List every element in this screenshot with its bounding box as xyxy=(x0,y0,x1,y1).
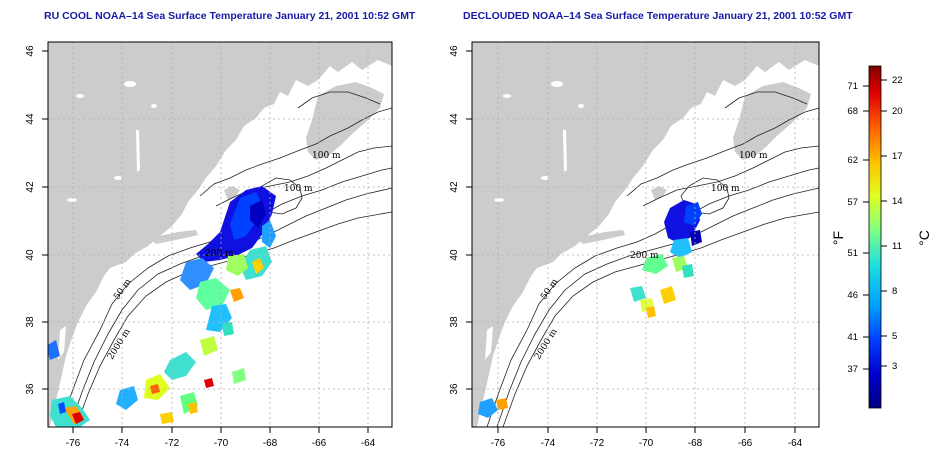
x-tick-label: -72 xyxy=(590,438,605,449)
y-tick-label: 42 xyxy=(25,181,36,193)
colorbar-c-tick: 20 xyxy=(892,106,903,117)
x-tick-label: -64 xyxy=(788,438,803,449)
graticule xyxy=(472,42,819,427)
y-tick-label: 46 xyxy=(25,45,36,57)
x-tick-label: -76 xyxy=(66,438,81,449)
x-tick-label: -74 xyxy=(541,438,556,449)
colorbar-f-tick: 41 xyxy=(847,332,858,343)
graticule xyxy=(48,42,392,427)
colorbar-c-tick: 3 xyxy=(892,361,897,372)
y-tick-label: 38 xyxy=(449,316,460,328)
map-title-right: DECLOUDED NOAA–14 Sea Surface Temperatur… xyxy=(463,10,853,22)
colorbar-f-tick: 46 xyxy=(847,290,858,301)
y-tick-label: 42 xyxy=(449,181,460,193)
x-tick-label: -70 xyxy=(639,438,654,449)
colorbar-unit-celsius: °C xyxy=(916,230,932,246)
sst-data-left xyxy=(48,186,276,427)
sst-data-right xyxy=(478,200,702,418)
contour-label: 100 m xyxy=(312,151,341,161)
x-tick-label: -70 xyxy=(214,438,229,449)
colorbar-f-tick: 37 xyxy=(847,364,858,375)
y-tick-label: 40 xyxy=(25,249,36,261)
land-mass xyxy=(472,42,819,427)
colorbar-c-tick: 17 xyxy=(892,151,903,162)
contour-label: 200 m xyxy=(205,249,234,259)
colorbar-c-tick: 22 xyxy=(892,75,903,86)
colorbar-unit-fahrenheit: °F xyxy=(830,231,846,245)
colorbar-f-tick: 57 xyxy=(847,197,858,208)
colorbar-c-tick: 5 xyxy=(892,331,897,342)
x-tick-label: -66 xyxy=(738,438,753,449)
x-tick-label: -68 xyxy=(263,438,278,449)
colorbar-c-tick: 8 xyxy=(892,286,897,297)
colorbar-c-tick: 14 xyxy=(892,196,903,207)
map-title-left: RU COOL NOAA–14 Sea Surface Temperature … xyxy=(44,10,416,22)
y-tick-label: 46 xyxy=(449,45,460,57)
contour-label: 100 m xyxy=(739,151,768,161)
map-frame xyxy=(47,41,393,428)
x-tick-label: -72 xyxy=(165,438,180,449)
y-tick-label: 44 xyxy=(449,113,460,125)
colorbar-gradient xyxy=(868,65,882,409)
colorbar-f-tick: 51 xyxy=(847,248,858,259)
colorbar-f-tick: 62 xyxy=(847,155,858,166)
land-mass xyxy=(48,42,392,427)
contour-label: 200 m xyxy=(630,251,659,261)
x-tick-label: -66 xyxy=(312,438,327,449)
y-tick-label: 40 xyxy=(449,249,460,261)
map-panel-left: 100 m 100 m 200 m 50 m 2000 m -76 -74 -7… xyxy=(25,41,393,449)
colorbar-f-tick: 71 xyxy=(847,81,858,92)
contour-label: 100 m xyxy=(711,184,740,194)
x-tick-label: -74 xyxy=(115,438,130,449)
contour-label: 100 m xyxy=(284,184,313,194)
y-tick-label: 38 xyxy=(25,316,36,328)
map-panel-right: 100 m 100 m 200 m 50 m 2000 m -76 -74 -7… xyxy=(449,41,820,449)
colorbar-f-tick: 68 xyxy=(847,106,858,117)
x-tick-label: -76 xyxy=(491,438,506,449)
y-tick-label: 36 xyxy=(449,383,460,395)
colorbar-c-tick: 11 xyxy=(892,241,902,252)
x-tick-label: -68 xyxy=(688,438,703,449)
y-tick-label: 44 xyxy=(25,113,36,125)
y-tick-label: 36 xyxy=(25,383,36,395)
x-tick-label: -64 xyxy=(361,438,376,449)
colorbar: 71 68 62 57 51 46 41 37 22 20 17 14 11 8… xyxy=(830,65,932,409)
